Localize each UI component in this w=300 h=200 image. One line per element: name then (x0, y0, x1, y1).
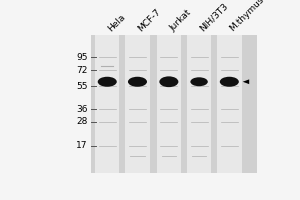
Ellipse shape (159, 76, 178, 87)
Ellipse shape (128, 77, 147, 87)
Bar (125, 35, 150, 173)
Text: 36: 36 (76, 105, 88, 114)
Text: 55: 55 (76, 82, 88, 91)
Text: 72: 72 (76, 66, 88, 75)
Bar (187, 35, 211, 173)
Ellipse shape (190, 77, 208, 86)
Bar (157, 35, 181, 173)
Text: 17: 17 (76, 141, 88, 150)
Ellipse shape (220, 77, 239, 87)
Bar (95, 35, 119, 173)
Bar (217, 35, 242, 173)
Text: NIH/3T3: NIH/3T3 (198, 1, 230, 33)
Ellipse shape (98, 77, 117, 87)
Polygon shape (243, 79, 249, 84)
Text: M.thymus: M.thymus (228, 0, 266, 33)
Text: 28: 28 (76, 117, 88, 126)
Text: MCF-7: MCF-7 (136, 7, 163, 33)
Text: Jurkat: Jurkat (168, 8, 193, 33)
Text: Hela: Hela (106, 12, 127, 33)
Text: 95: 95 (76, 53, 88, 62)
Bar (91, 35, 257, 173)
